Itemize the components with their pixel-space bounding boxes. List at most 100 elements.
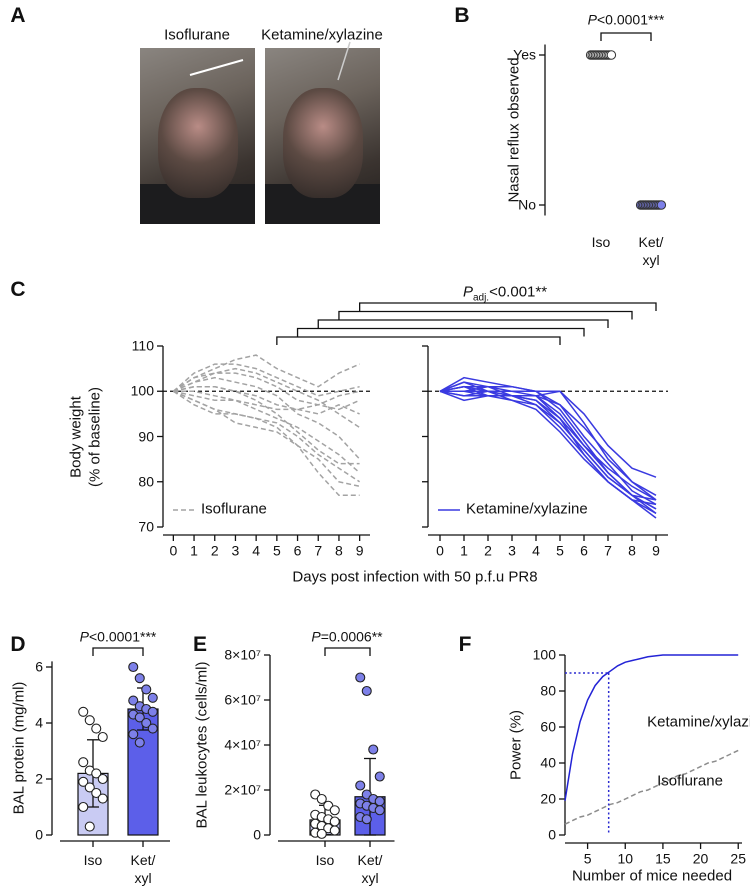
line xyxy=(173,390,361,483)
line xyxy=(172,354,360,392)
annotation: P<0.0001*** xyxy=(79,628,157,645)
point xyxy=(84,715,95,726)
point xyxy=(656,200,667,210)
photo-caption: Isoflurane xyxy=(164,26,230,44)
x-tick-label: Iso xyxy=(315,852,335,868)
x-tick-label: Iso xyxy=(591,234,611,250)
y-tick-label: 0 xyxy=(548,826,556,843)
point xyxy=(606,50,617,60)
point xyxy=(91,768,102,779)
y-tick-label: 70 xyxy=(138,518,154,535)
x-tick-label: 5 xyxy=(272,542,281,559)
legend-label: Ketamine/xylazine xyxy=(466,500,588,518)
significance-bracket xyxy=(92,647,144,656)
line xyxy=(440,390,657,496)
significance-bracket xyxy=(600,32,652,41)
line xyxy=(440,385,657,501)
significance-bracket xyxy=(359,302,657,311)
x-tick-label: 7 xyxy=(314,542,323,559)
x-tick-label: 8 xyxy=(335,542,343,559)
x-tick-label: 25 xyxy=(730,850,747,867)
point xyxy=(134,737,145,748)
y-tick-label: 90 xyxy=(138,427,154,444)
x-tick-label: Ket/ xyl xyxy=(130,852,156,886)
point xyxy=(368,744,379,755)
photo xyxy=(140,48,255,224)
x-tick-label: Ket/ xyl xyxy=(638,234,664,268)
point xyxy=(147,723,158,734)
point xyxy=(84,821,95,832)
x-tick-label: 3 xyxy=(231,542,240,559)
point xyxy=(316,828,327,839)
annotation: Padj.<0.001** xyxy=(463,283,547,305)
photo xyxy=(265,48,380,224)
panel-label: C xyxy=(10,277,26,301)
x-tick-label: 1 xyxy=(190,542,198,559)
line xyxy=(439,390,657,519)
y-tick-label: 80 xyxy=(138,473,154,489)
point xyxy=(97,793,108,804)
y-axis-title: Body weight (% of baseline) xyxy=(67,386,103,488)
series-label: Isoflurane xyxy=(657,772,723,790)
x-tick-label: 6 xyxy=(580,542,588,559)
y-tick-label: 110 xyxy=(131,337,154,354)
x-tick-label: Ket/ xyl xyxy=(357,852,383,886)
point xyxy=(361,685,372,697)
point xyxy=(147,692,158,703)
line xyxy=(173,390,360,488)
x-tick-label: 8 xyxy=(628,542,636,559)
y-tick-label: 80 xyxy=(540,682,556,699)
y-tick-label: 2×10⁷ xyxy=(224,781,261,798)
y-tick-label: 0 xyxy=(253,826,261,843)
y-axis-title: BAL protein (mg/ml) xyxy=(10,681,28,815)
x-tick-label: 5 xyxy=(583,850,592,867)
point xyxy=(78,706,89,717)
line xyxy=(172,390,360,497)
significance-bracket xyxy=(296,327,585,337)
x-tick-label: 2 xyxy=(210,542,219,559)
point xyxy=(316,793,327,805)
line xyxy=(172,367,361,429)
x-tick-label: 9 xyxy=(355,542,364,559)
line xyxy=(173,385,360,465)
x-tick-label: 15 xyxy=(655,850,671,867)
annotation-part: adj. xyxy=(472,292,490,304)
legend-label: Isoflurane xyxy=(201,500,267,518)
x-tick-label: 1 xyxy=(460,542,468,559)
point xyxy=(91,723,102,734)
y-tick-label: No xyxy=(518,196,536,213)
y-axis-title: BAL leukocytes (cells/ml) xyxy=(193,661,211,829)
point xyxy=(329,825,340,836)
point xyxy=(78,801,89,813)
point xyxy=(141,717,152,729)
y-tick-label: 6 xyxy=(35,658,43,675)
point xyxy=(374,771,385,782)
y-tick-label: 20 xyxy=(540,790,556,807)
point xyxy=(141,684,152,695)
line xyxy=(439,376,657,478)
point xyxy=(147,706,158,717)
y-axis-title: Power (%) xyxy=(507,709,525,781)
point xyxy=(128,729,139,740)
y-tick-label: 60 xyxy=(540,718,556,735)
point xyxy=(78,757,89,768)
point xyxy=(84,782,95,793)
y-tick-label: 40 xyxy=(540,754,556,771)
y-tick-label: Yes xyxy=(513,46,536,63)
x-tick-label: 2 xyxy=(484,542,492,559)
line xyxy=(173,385,360,415)
x-tick-label: 4 xyxy=(532,542,540,559)
y-tick-label: 100 xyxy=(532,646,556,663)
x-tick-label: 10 xyxy=(617,850,634,867)
y-tick-label: 2 xyxy=(35,770,43,787)
x-tick-label: Iso xyxy=(83,852,103,868)
point xyxy=(134,712,145,723)
x-tick-label: 5 xyxy=(556,542,564,559)
x-axis-title: Number of mice needed xyxy=(571,867,733,885)
photo-caption: Ketamine/xylazine xyxy=(261,26,383,44)
x-axis-title: Days post infection with 50 p.f.u PR8 xyxy=(292,568,538,586)
y-tick-label: 4×10⁷ xyxy=(224,736,261,753)
x-tick-label: 6 xyxy=(293,542,302,559)
